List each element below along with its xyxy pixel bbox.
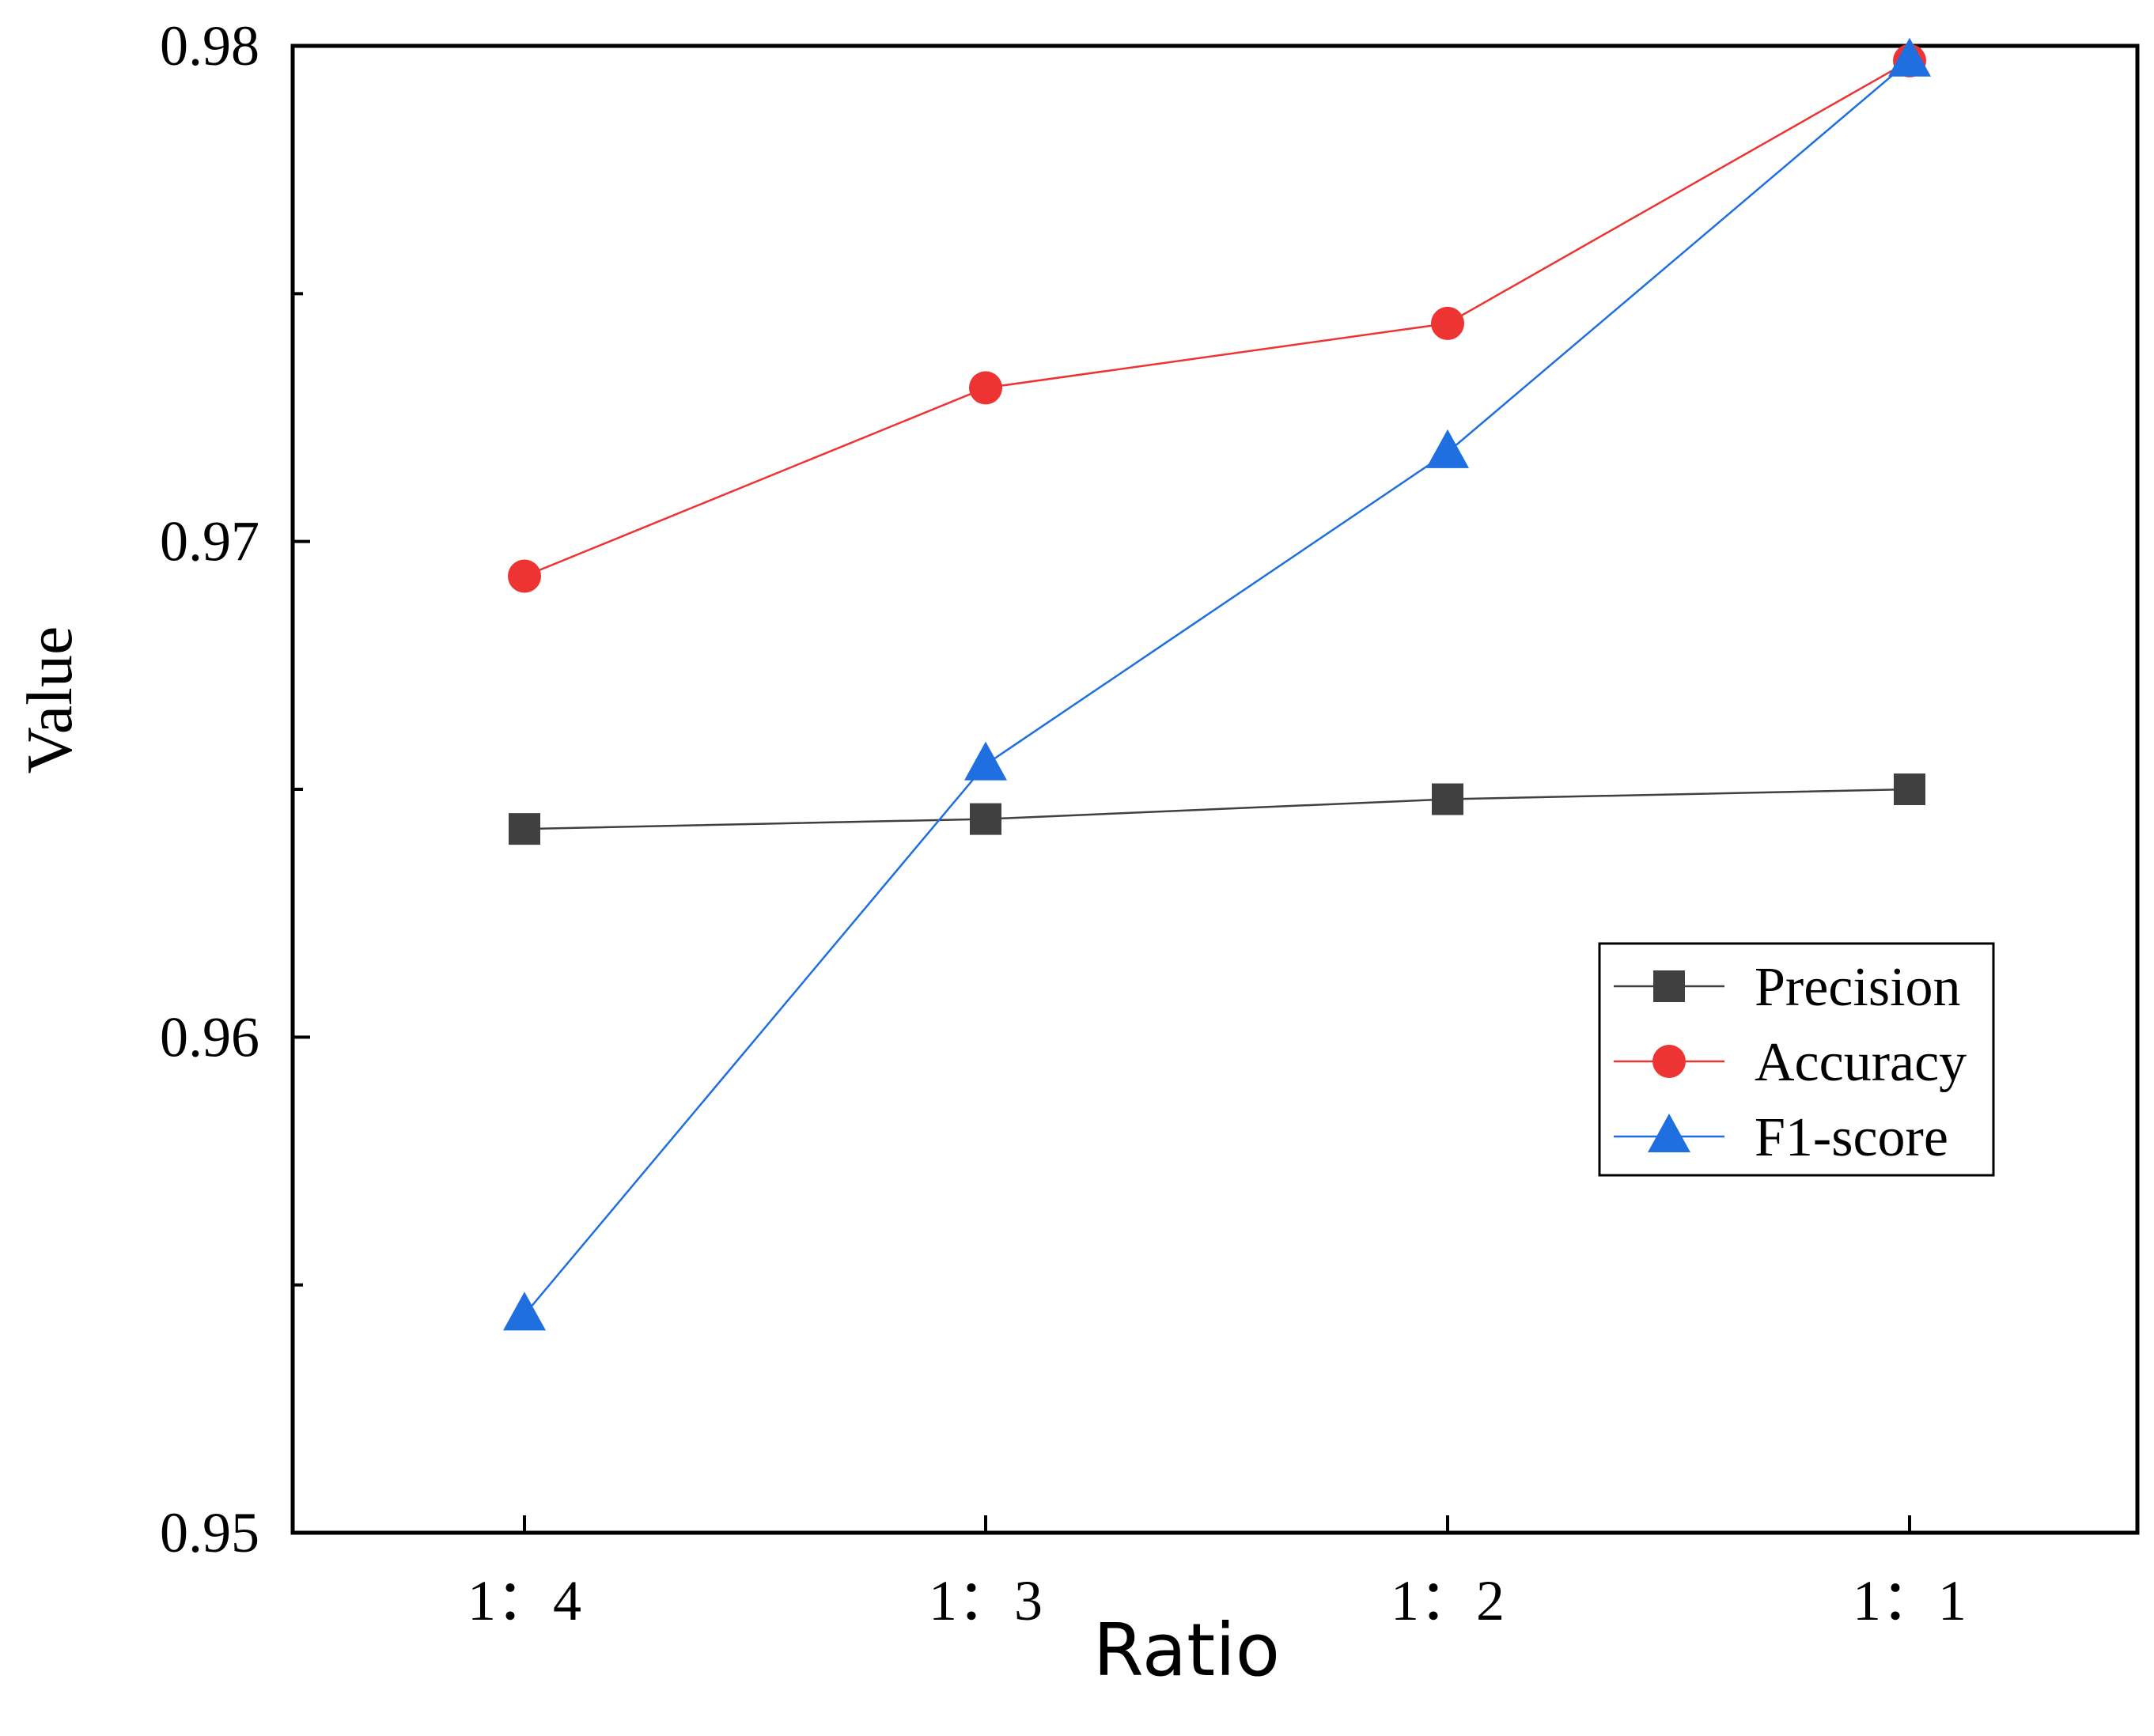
- series-accuracy: [508, 43, 1926, 593]
- precision-point: [1432, 783, 1463, 815]
- y-axis: 0.95 0.96 0.97 0.98: [160, 14, 310, 1564]
- legend-label: Accuracy: [1755, 1032, 1967, 1093]
- f1-score-point: [1888, 37, 1931, 77]
- x-axis-title: Ratio: [1093, 1608, 1280, 1693]
- legend-marker: [1652, 1045, 1686, 1078]
- f1-score-point: [503, 1292, 546, 1331]
- accuracy-point: [969, 371, 1002, 405]
- precision-point: [1894, 773, 1925, 805]
- legend-label: Precision: [1755, 957, 1961, 1018]
- plot-frame: [290, 43, 2140, 1535]
- x-axis: 1：4 1：3 1：2 1：1: [468, 1515, 1967, 1632]
- y-tick-label: 0.97: [160, 510, 259, 573]
- series-f1-score: [503, 37, 1931, 1331]
- x-tick-label: 1：3: [929, 1569, 1043, 1632]
- y-tick-label: 0.96: [160, 1005, 259, 1068]
- f1-score-point: [964, 741, 1007, 781]
- precision-point: [509, 813, 540, 845]
- legend-item-f1-score: F1-score: [1614, 1107, 1948, 1168]
- precision-point: [970, 803, 1001, 835]
- x-tick-label: 1：4: [468, 1569, 581, 1632]
- legend-item-accuracy: Accuracy: [1614, 1032, 1967, 1093]
- f1-score-point: [1426, 429, 1469, 468]
- legend-marker: [1648, 1114, 1690, 1152]
- legend-item-precision: Precision: [1614, 957, 1961, 1018]
- x-tick-label: 1：2: [1391, 1569, 1505, 1632]
- f1-score-line: [524, 59, 1910, 1316]
- legend-label: F1-score: [1755, 1107, 1948, 1168]
- y-tick-label: 0.98: [160, 14, 259, 78]
- series-layer: [503, 37, 1931, 1331]
- y-tick-label: 0.95: [160, 1501, 259, 1564]
- series-precision: [509, 773, 1925, 845]
- x-tick-label: 1：1: [1853, 1569, 1967, 1632]
- accuracy-point: [508, 559, 541, 593]
- y-axis-title: Value: [13, 626, 85, 774]
- legend: Precision Accuracy F1-score: [1598, 942, 1995, 1177]
- accuracy-line: [524, 59, 1910, 577]
- legend-marker: [1653, 970, 1685, 1002]
- precision-line: [524, 788, 1910, 830]
- accuracy-point: [1431, 306, 1464, 340]
